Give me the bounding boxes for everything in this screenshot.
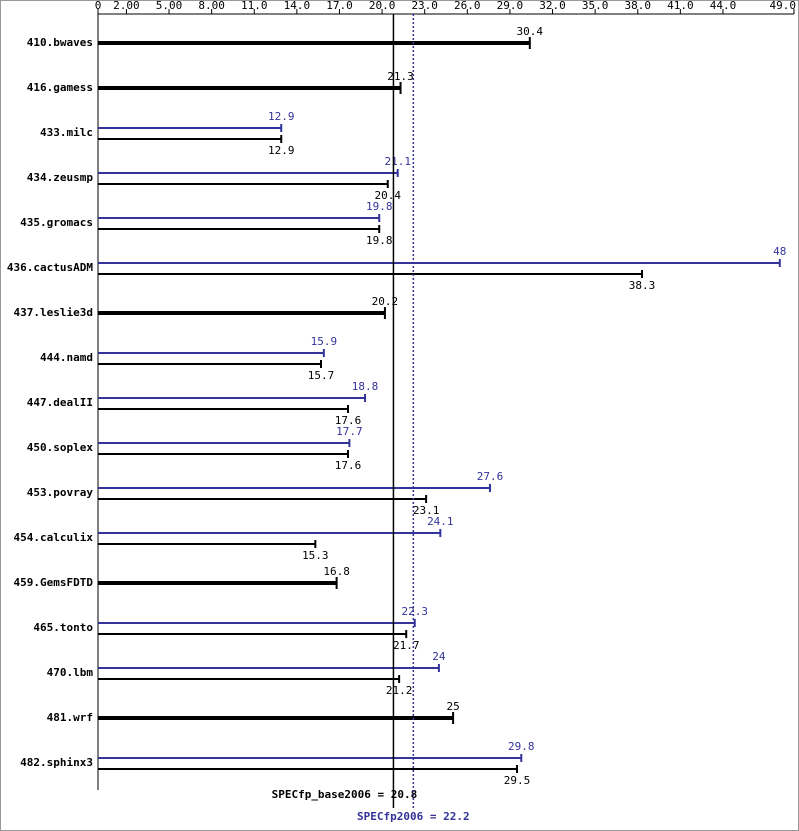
- reference-label: SPECfp2006 = 22.2: [357, 810, 470, 823]
- value-label: 20.4: [375, 189, 402, 202]
- category-label: 416.gamess: [27, 81, 93, 94]
- value-label: 15.7: [308, 369, 335, 382]
- category-label: 465.tonto: [33, 621, 93, 634]
- x-tick-label: 11.0: [241, 0, 268, 12]
- x-tick-label: 20.0: [369, 0, 396, 12]
- category-label: 454.calculix: [14, 531, 94, 544]
- x-tick-label: 35.0: [582, 0, 609, 12]
- value-label: 15.9: [311, 335, 338, 348]
- value-label: 21.2: [386, 684, 413, 697]
- x-tick-label: 32.0: [539, 0, 566, 12]
- value-label: 21.7: [393, 639, 420, 652]
- value-label: 19.8: [366, 200, 393, 213]
- category-label: 436.cactusADM: [7, 261, 93, 274]
- value-label: 48: [773, 245, 786, 258]
- value-label: 23.1: [413, 504, 440, 517]
- value-label: 21.1: [384, 155, 411, 168]
- category-label: 435.gromacs: [20, 216, 93, 229]
- category-label: 453.povray: [27, 486, 94, 499]
- value-label: 38.3: [629, 279, 656, 292]
- category-label: 447.dealII: [27, 396, 93, 409]
- x-tick-label: 29.0: [497, 0, 524, 12]
- category-label: 459.GemsFDTD: [14, 576, 94, 589]
- value-label: 17.6: [335, 459, 362, 472]
- x-tick-label: 38.0: [625, 0, 652, 12]
- value-label: 21.3: [387, 70, 414, 83]
- value-label: 22.3: [402, 605, 429, 618]
- x-tick-label: 49.0: [770, 0, 797, 12]
- value-label: 19.8: [366, 234, 393, 247]
- category-label: 481.wrf: [47, 711, 93, 724]
- value-label: 20.2: [372, 295, 399, 308]
- value-label: 12.9: [268, 144, 295, 157]
- value-label: 30.4: [517, 25, 544, 38]
- x-tick-label: 41.0: [667, 0, 694, 12]
- category-label: 433.milc: [40, 126, 93, 139]
- x-tick-label: 17.0: [326, 0, 353, 12]
- value-label: 24: [432, 650, 446, 663]
- value-label: 24.1: [427, 515, 454, 528]
- x-tick-label: 23.0: [411, 0, 438, 12]
- x-tick-label: 2.00: [113, 0, 140, 12]
- category-label: 470.lbm: [47, 666, 94, 679]
- x-tick-label: 26.0: [454, 0, 481, 12]
- category-label: 410.bwaves: [27, 36, 93, 49]
- x-tick-label: 8.00: [198, 0, 225, 12]
- x-tick-label: 44.0: [710, 0, 737, 12]
- value-label: 17.7: [336, 425, 363, 438]
- x-tick-label: 14.0: [284, 0, 311, 12]
- value-label: 18.8: [352, 380, 379, 393]
- category-label: 450.soplex: [27, 441, 94, 454]
- value-label: 25: [446, 700, 459, 713]
- value-label: 17.6: [335, 414, 362, 427]
- value-label: 16.8: [323, 565, 350, 578]
- value-label: 27.6: [477, 470, 504, 483]
- reference-label: SPECfp_base2006 = 20.8: [272, 788, 418, 801]
- x-tick-label: 5.00: [156, 0, 183, 12]
- category-label: 434.zeusmp: [27, 171, 94, 184]
- value-label: 29.8: [508, 740, 535, 753]
- value-label: 12.9: [268, 110, 295, 123]
- value-label: 29.5: [504, 774, 531, 787]
- category-label: 482.sphinx3: [20, 756, 93, 769]
- category-label: 444.namd: [40, 351, 93, 364]
- x-tick-label: 0: [95, 0, 102, 12]
- category-label: 437.leslie3d: [14, 306, 93, 319]
- value-label: 15.3: [302, 549, 329, 562]
